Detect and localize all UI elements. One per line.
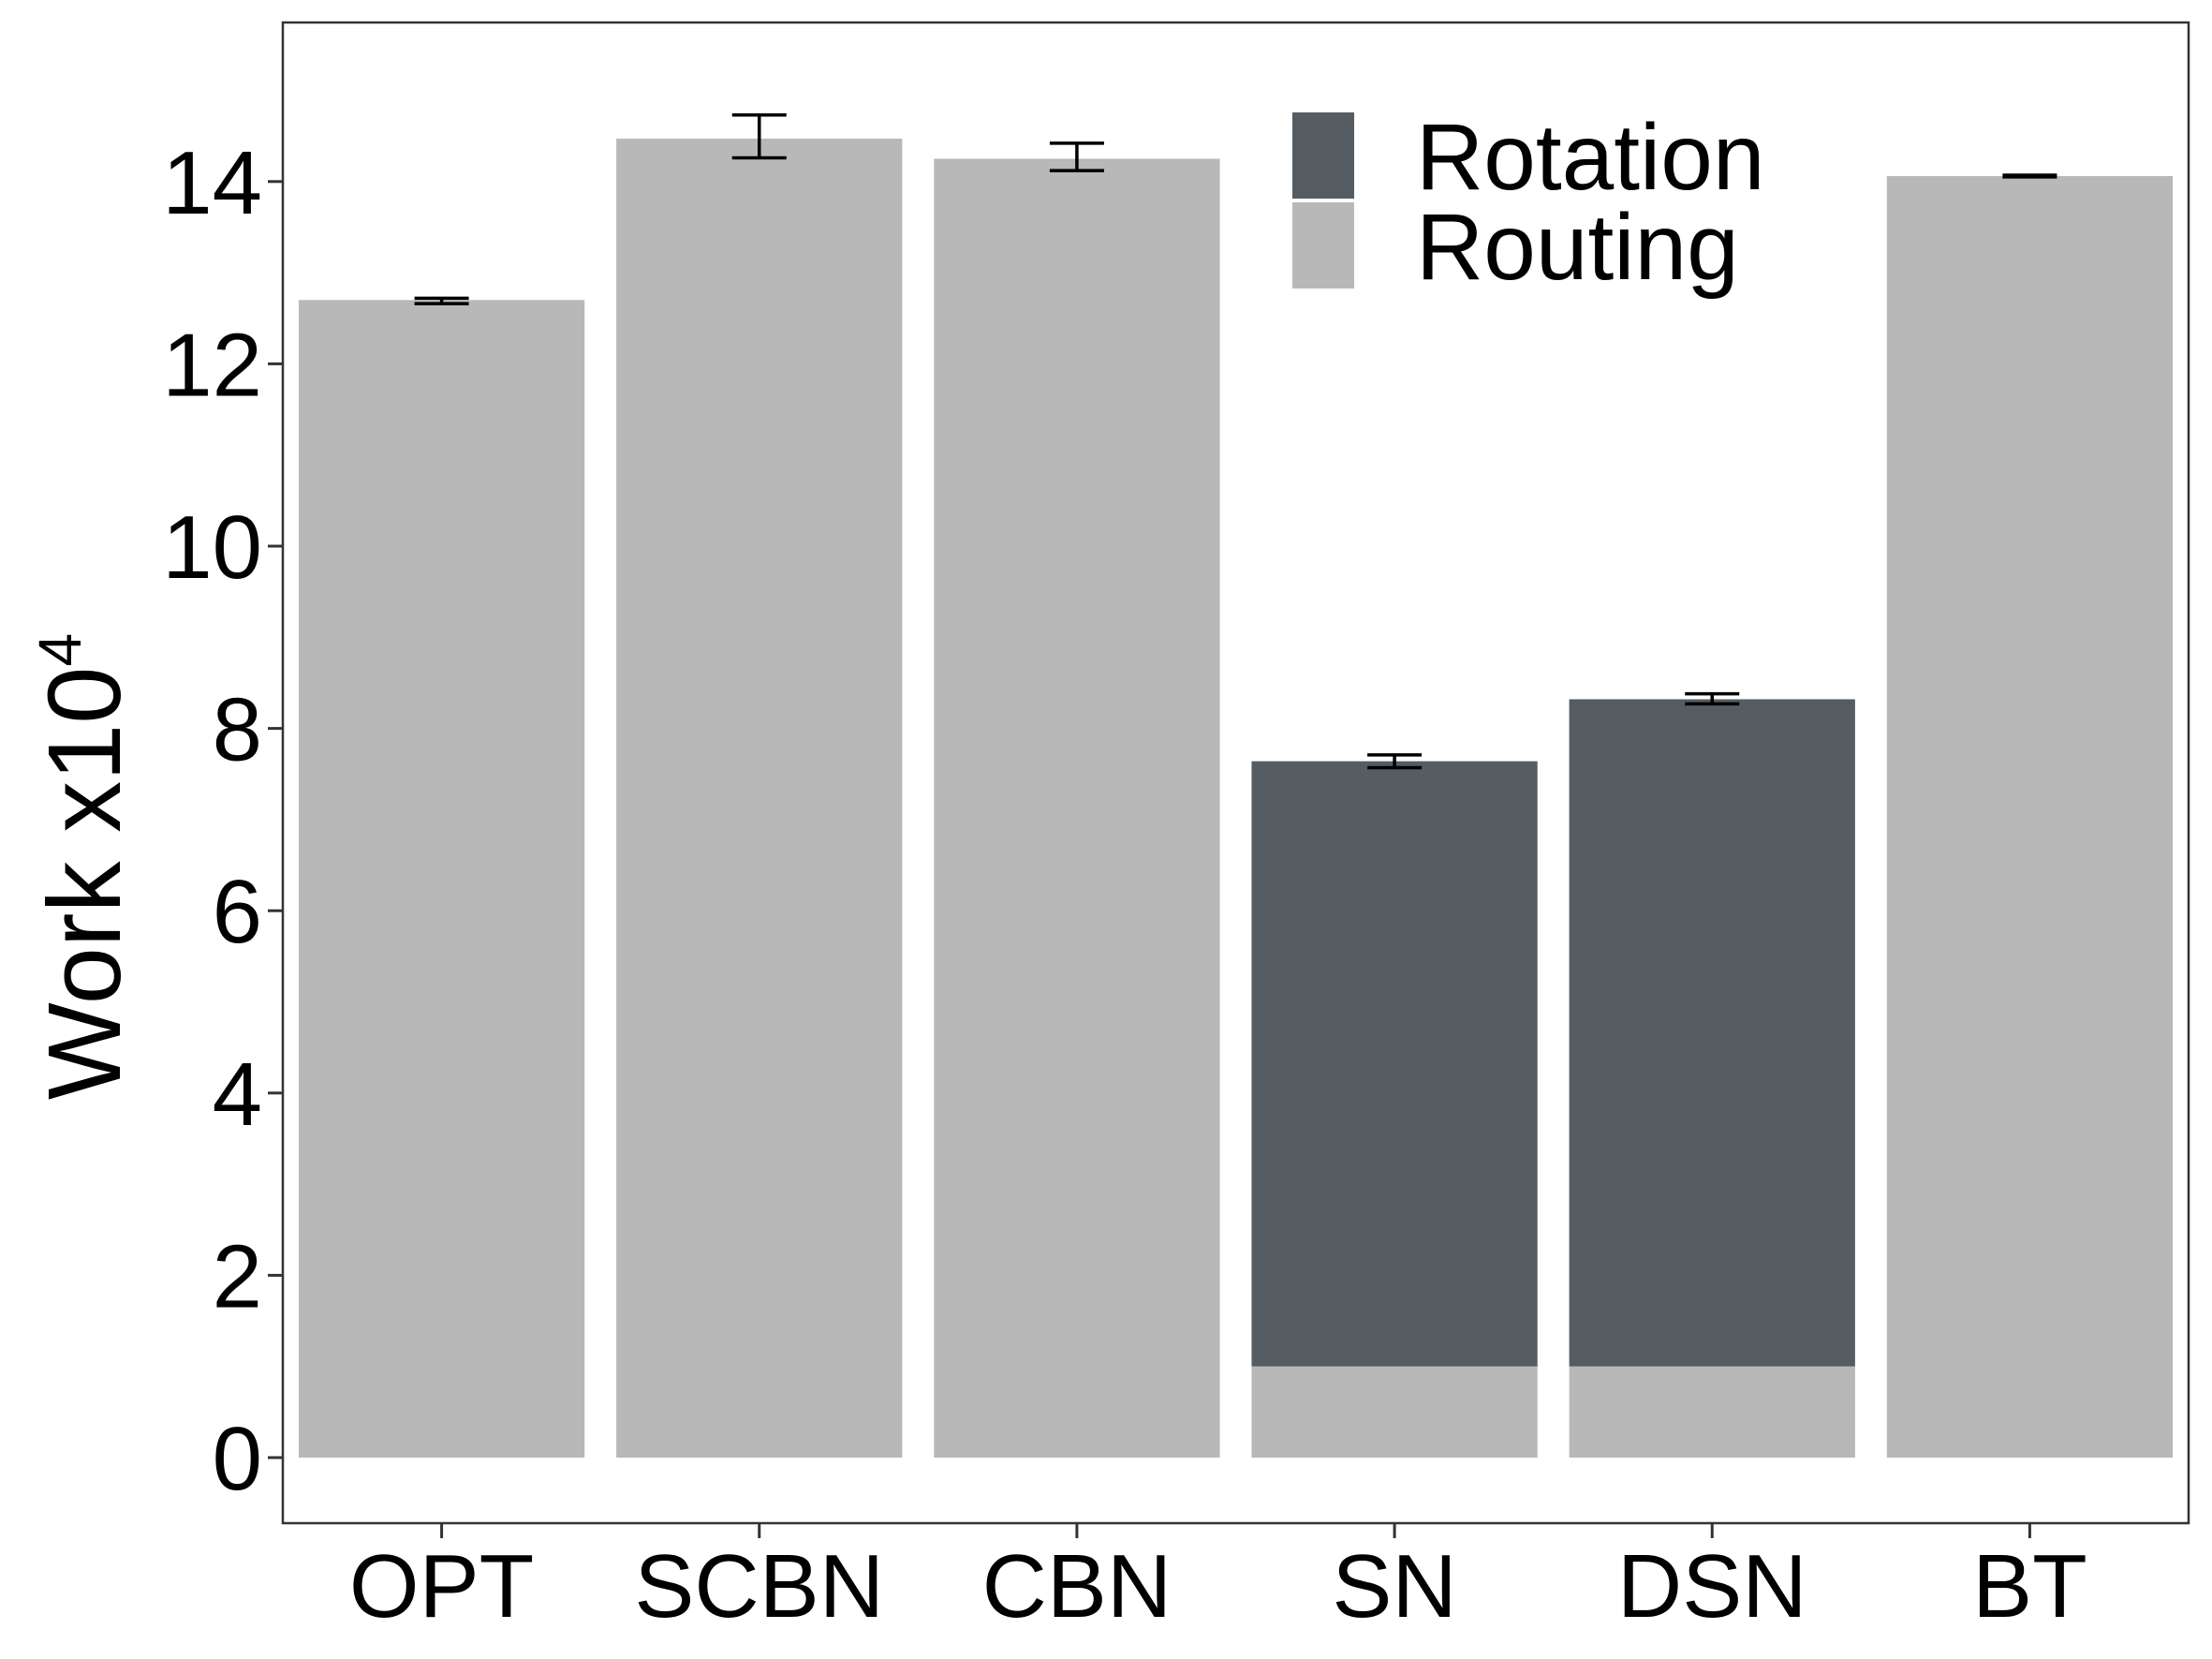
x-axis: OPT SCBN CBN SN DSN BT: [349, 1523, 2087, 1637]
error-bar-dsn: [1685, 691, 1740, 706]
bar-sn-routing: [1251, 1366, 1538, 1458]
x-tick-label-bt: BT: [1972, 1536, 2087, 1637]
y-axis-title-group: Work x104: [26, 633, 142, 1100]
error-bars-layer: [414, 113, 2057, 770]
plot-panel-border: [281, 21, 2190, 1525]
x-tick-label-dsn: DSN: [1617, 1536, 1807, 1637]
bar-sn-rotation: [1251, 761, 1538, 1367]
error-bar-cbn: [1049, 141, 1104, 172]
error-bar-bt: [2002, 173, 2057, 179]
bar-dsn-routing: [1569, 1366, 1855, 1458]
y-tick-label-4: 4: [213, 1044, 262, 1145]
y-axis-title-text: Work x10: [27, 667, 142, 1101]
y-tick-label-2: 2: [213, 1226, 262, 1326]
legend-label-routing: Routing: [1416, 195, 1739, 300]
legend-item-rotation: Rotation: [1292, 105, 1764, 210]
y-tick-label-14: 14: [162, 133, 262, 233]
y-tick-label-12: 12: [162, 315, 262, 415]
bar-bt-routing: [1886, 175, 2174, 1458]
y-tick-label-10: 10: [162, 497, 262, 598]
bar-opt-routing: [298, 300, 585, 1458]
error-bar-sn: [1367, 753, 1423, 770]
bar-dsn-rotation: [1569, 699, 1855, 1367]
legend-label-rotation: Rotation: [1416, 105, 1764, 210]
y-axis-title-superscript: 4: [26, 633, 94, 667]
x-tick-label-scbn: SCBN: [634, 1536, 884, 1637]
y-tick-label-0: 0: [213, 1409, 262, 1509]
legend-swatch-rotation: [1292, 112, 1354, 199]
legend-swatch-routing: [1292, 202, 1354, 289]
bar-cbn-routing: [934, 158, 1220, 1459]
legend-item-routing: Routing: [1292, 195, 1739, 300]
bars-layer: [298, 139, 2174, 1459]
bar-scbn-routing: [616, 139, 903, 1459]
error-bar-scbn: [731, 113, 787, 160]
y-axis-title: Work x104: [26, 633, 142, 1100]
error-bar-opt: [414, 296, 469, 305]
y-tick-label-6: 6: [213, 862, 262, 962]
x-tick-label-opt: OPT: [349, 1536, 534, 1637]
y-tick-label-8: 8: [213, 680, 262, 780]
x-tick-label-sn: SN: [1332, 1536, 1456, 1637]
y-axis: 0 2 4 6 8 10 12 14: [162, 133, 283, 1509]
x-tick-label-cbn: CBN: [982, 1536, 1172, 1637]
